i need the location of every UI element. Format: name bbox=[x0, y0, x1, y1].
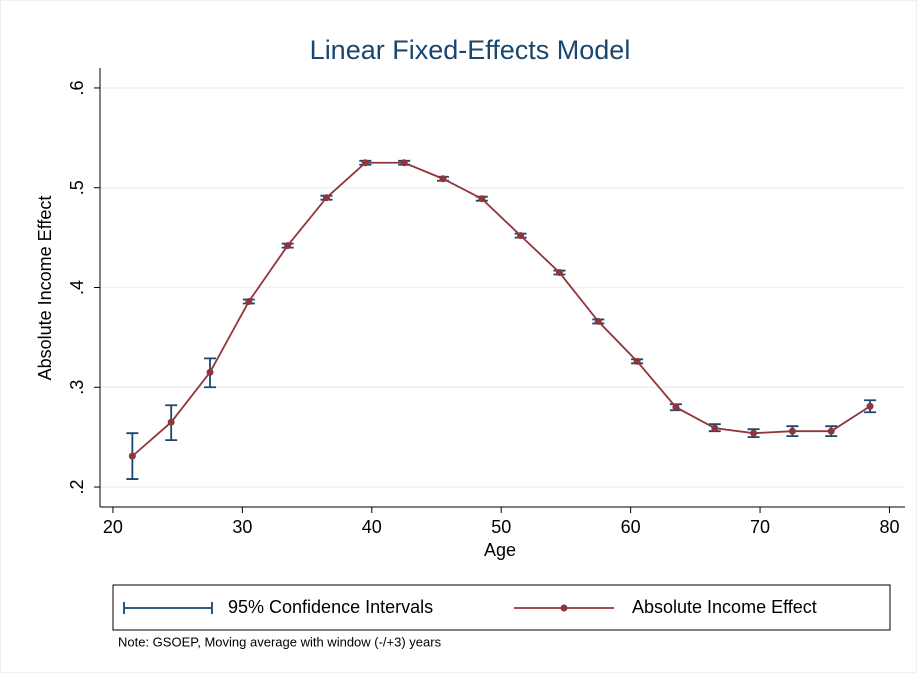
point bbox=[788, 427, 796, 435]
x-tick-label: 70 bbox=[750, 517, 770, 537]
note: Note: GSOEP, Moving average with window … bbox=[118, 634, 442, 649]
point bbox=[167, 418, 175, 426]
point bbox=[594, 317, 602, 325]
point bbox=[206, 368, 214, 376]
point bbox=[478, 195, 486, 203]
point bbox=[711, 424, 719, 432]
point bbox=[750, 429, 758, 437]
x-tick-label: 40 bbox=[362, 517, 382, 537]
point bbox=[555, 269, 563, 277]
y-tick-label: .2 bbox=[67, 480, 87, 495]
point bbox=[245, 297, 253, 305]
point bbox=[517, 232, 525, 240]
x-tick-label: 30 bbox=[232, 517, 252, 537]
legend-box bbox=[112, 584, 891, 631]
legend-label: Absolute Income Effect bbox=[632, 597, 817, 617]
point bbox=[361, 159, 369, 167]
point bbox=[128, 452, 136, 460]
point bbox=[322, 194, 330, 202]
line bbox=[131, 161, 871, 457]
x-tick-label: 60 bbox=[621, 517, 641, 537]
point bbox=[400, 159, 408, 167]
x-tick-label: 80 bbox=[879, 517, 899, 537]
x-tick-label: 20 bbox=[103, 517, 123, 537]
legend-symbol bbox=[123, 602, 213, 614]
legend-label: 95% Confidence Intervals bbox=[228, 597, 433, 617]
point bbox=[284, 242, 292, 250]
y-axis-label: Absolute Income Effect bbox=[35, 196, 55, 381]
y-tick-label: .3 bbox=[67, 380, 87, 395]
y-tick-label: .4 bbox=[67, 280, 87, 295]
point bbox=[633, 357, 641, 365]
y-tick-label: .6 bbox=[67, 80, 87, 95]
legend-symbol bbox=[560, 604, 568, 612]
chart-title: Linear Fixed-Effects Model bbox=[310, 35, 631, 65]
x-axis-label: Age bbox=[484, 540, 516, 560]
point bbox=[439, 175, 447, 183]
point bbox=[827, 427, 835, 435]
point bbox=[866, 402, 874, 410]
y-tick-label: .5 bbox=[67, 180, 87, 195]
point bbox=[672, 403, 680, 411]
x-tick-label: 50 bbox=[491, 517, 511, 537]
